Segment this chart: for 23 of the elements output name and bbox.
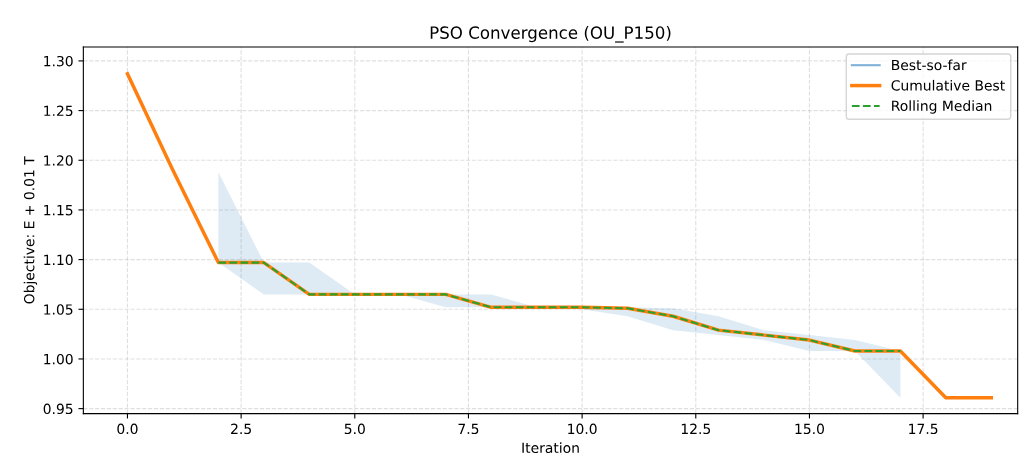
x-tick-label: 2.5 <box>231 423 251 435</box>
y-tick-label: 1.10 <box>44 254 73 266</box>
y-tick-label: 1.25 <box>44 105 73 117</box>
x-tick-label: 7.5 <box>458 423 479 435</box>
x-tick-label: 10.0 <box>568 423 597 435</box>
y-axis-title: Objective: E + 0.01 T <box>23 156 38 304</box>
x-axis-title: Iteration <box>522 442 579 454</box>
legend-label: Rolling Median <box>892 100 992 114</box>
x-tick-label: 0.0 <box>117 423 138 435</box>
legend-label: Best-so-far <box>892 59 967 71</box>
y-tick-label: 1.20 <box>44 155 73 166</box>
y-tick-label: 1.15 <box>44 205 73 216</box>
line-series <box>217 261 902 353</box>
y-tick-label: 1.00 <box>44 353 73 365</box>
chart-title: PSO Convergence (OU_P150) <box>430 26 671 43</box>
legend-label: Cumulative Best <box>891 79 1005 91</box>
y-tick-label: 1.05 <box>44 304 73 315</box>
y-tick-label: 0.95 <box>43 403 73 415</box>
x-tick-label: 5.0 <box>344 423 365 435</box>
x-tick-label: 12.5 <box>681 423 711 435</box>
x-tick-label: 15.0 <box>795 423 824 435</box>
y-tick-label: 1.30 <box>44 55 73 67</box>
x-tick-label: 17.5 <box>909 423 938 435</box>
